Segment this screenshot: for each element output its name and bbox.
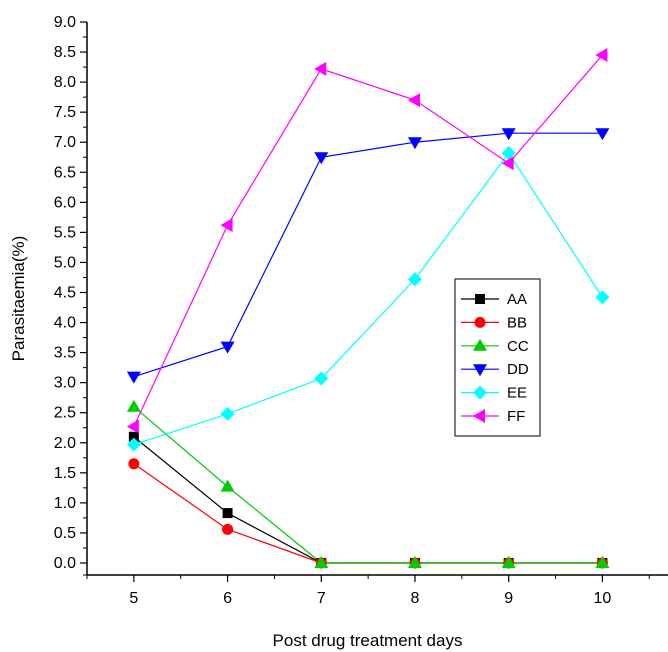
- series-line-aa: [133, 436, 603, 564]
- data-point-cc: [595, 555, 610, 568]
- data-point-dd: [501, 128, 516, 141]
- series-line-bb: [133, 463, 603, 564]
- y-tick-label: 6.5: [54, 164, 76, 181]
- y-tick-label: 2.0: [54, 435, 76, 452]
- series-lines: [133, 54, 603, 564]
- data-point-dd: [595, 128, 610, 141]
- y-tick-label: 1.5: [54, 465, 76, 482]
- legend: AA BB CC DD EE FF: [454, 278, 541, 437]
- x-tick-label: 5: [129, 590, 138, 607]
- y-tick-label: 3.5: [54, 345, 76, 362]
- legend-label-dd: DD: [507, 361, 529, 378]
- legend-label-ff: FF: [507, 408, 525, 425]
- y-tick-label: 4.0: [54, 315, 76, 332]
- axes: 0.0 0.5 1.0 1.5 2.0 2.5 3.0 3.5 4.0 4.5 5.0 5.5 6.0 6…: [54, 14, 668, 607]
- legend-box: [454, 278, 541, 437]
- y-tick-label: 0.5: [54, 525, 76, 542]
- legend-label-aa: AA: [507, 291, 527, 308]
- y-tick-label: 9.0: [54, 14, 76, 31]
- legend-label-ee: EE: [507, 385, 527, 402]
- legend-marker-ee: [473, 385, 487, 400]
- x-axis-title: Post drug treatment days: [273, 631, 463, 650]
- data-point-ee: [314, 371, 329, 386]
- legend-label-bb: BB: [507, 314, 527, 331]
- data-point-ff: [126, 419, 139, 434]
- y-tick-label: 7.5: [54, 104, 76, 121]
- data-point-ff: [501, 156, 514, 171]
- data-point-bb: [222, 523, 234, 535]
- series-line-dd: [133, 132, 603, 378]
- data-point-cc: [126, 399, 141, 412]
- data-point-cc: [220, 479, 235, 492]
- data-point-aa: [128, 431, 139, 442]
- data-point-cc: [314, 555, 329, 568]
- x-tick-label: 9: [504, 590, 513, 607]
- data-point-ee: [220, 406, 235, 421]
- y-tick-label: 8.0: [54, 74, 76, 91]
- series-line-ee: [133, 151, 603, 446]
- y-tick-label: 2.5: [54, 405, 76, 422]
- data-point-ff: [407, 93, 420, 108]
- y-tick-label: 3.0: [54, 375, 76, 392]
- y-tick-label: 4.5: [54, 284, 76, 301]
- legend-marker-aa: [475, 294, 485, 304]
- y-tick-label: 5.5: [54, 224, 76, 241]
- legend-marker-ff: [473, 409, 485, 423]
- data-point-bb: [128, 458, 140, 470]
- x-tick-label: 8: [411, 590, 420, 607]
- data-point-ee: [595, 290, 610, 305]
- series-line-ff: [133, 54, 603, 427]
- x-tick-label: 10: [594, 590, 612, 607]
- y-tick-label: 5.0: [54, 254, 76, 271]
- data-point-ee: [501, 146, 516, 161]
- data-point-aa: [222, 508, 233, 519]
- legend-marker-cc: [473, 338, 487, 351]
- data-point-dd: [407, 137, 422, 150]
- data-point-dd: [220, 341, 235, 354]
- x-tick-label: 7: [317, 590, 326, 607]
- legend-label-cc: CC: [507, 338, 529, 355]
- data-point-dd: [314, 152, 329, 165]
- y-tick-label: 1.0: [54, 495, 76, 512]
- data-point-ff: [314, 61, 327, 76]
- data-point-dd: [126, 371, 141, 384]
- data-point-cc: [501, 555, 516, 568]
- y-tick-label: 6.0: [54, 194, 76, 211]
- y-tick-label: 0.0: [54, 555, 76, 572]
- data-point-cc: [407, 555, 422, 568]
- y-tick-label: 8.5: [54, 44, 76, 61]
- series-line-cc: [133, 406, 603, 564]
- y-axis-title: Parasitaemia(%): [9, 236, 28, 362]
- data-point-ee: [407, 272, 422, 287]
- legend-marker-dd: [473, 364, 487, 377]
- data-point-ff: [595, 48, 608, 63]
- y-tick-label: 7.0: [54, 134, 76, 151]
- data-point-ee: [126, 437, 141, 452]
- series-markers: [126, 48, 610, 569]
- data-point-ff: [220, 218, 233, 233]
- legend-marker-bb: [474, 316, 486, 328]
- x-tick-label: 6: [223, 590, 232, 607]
